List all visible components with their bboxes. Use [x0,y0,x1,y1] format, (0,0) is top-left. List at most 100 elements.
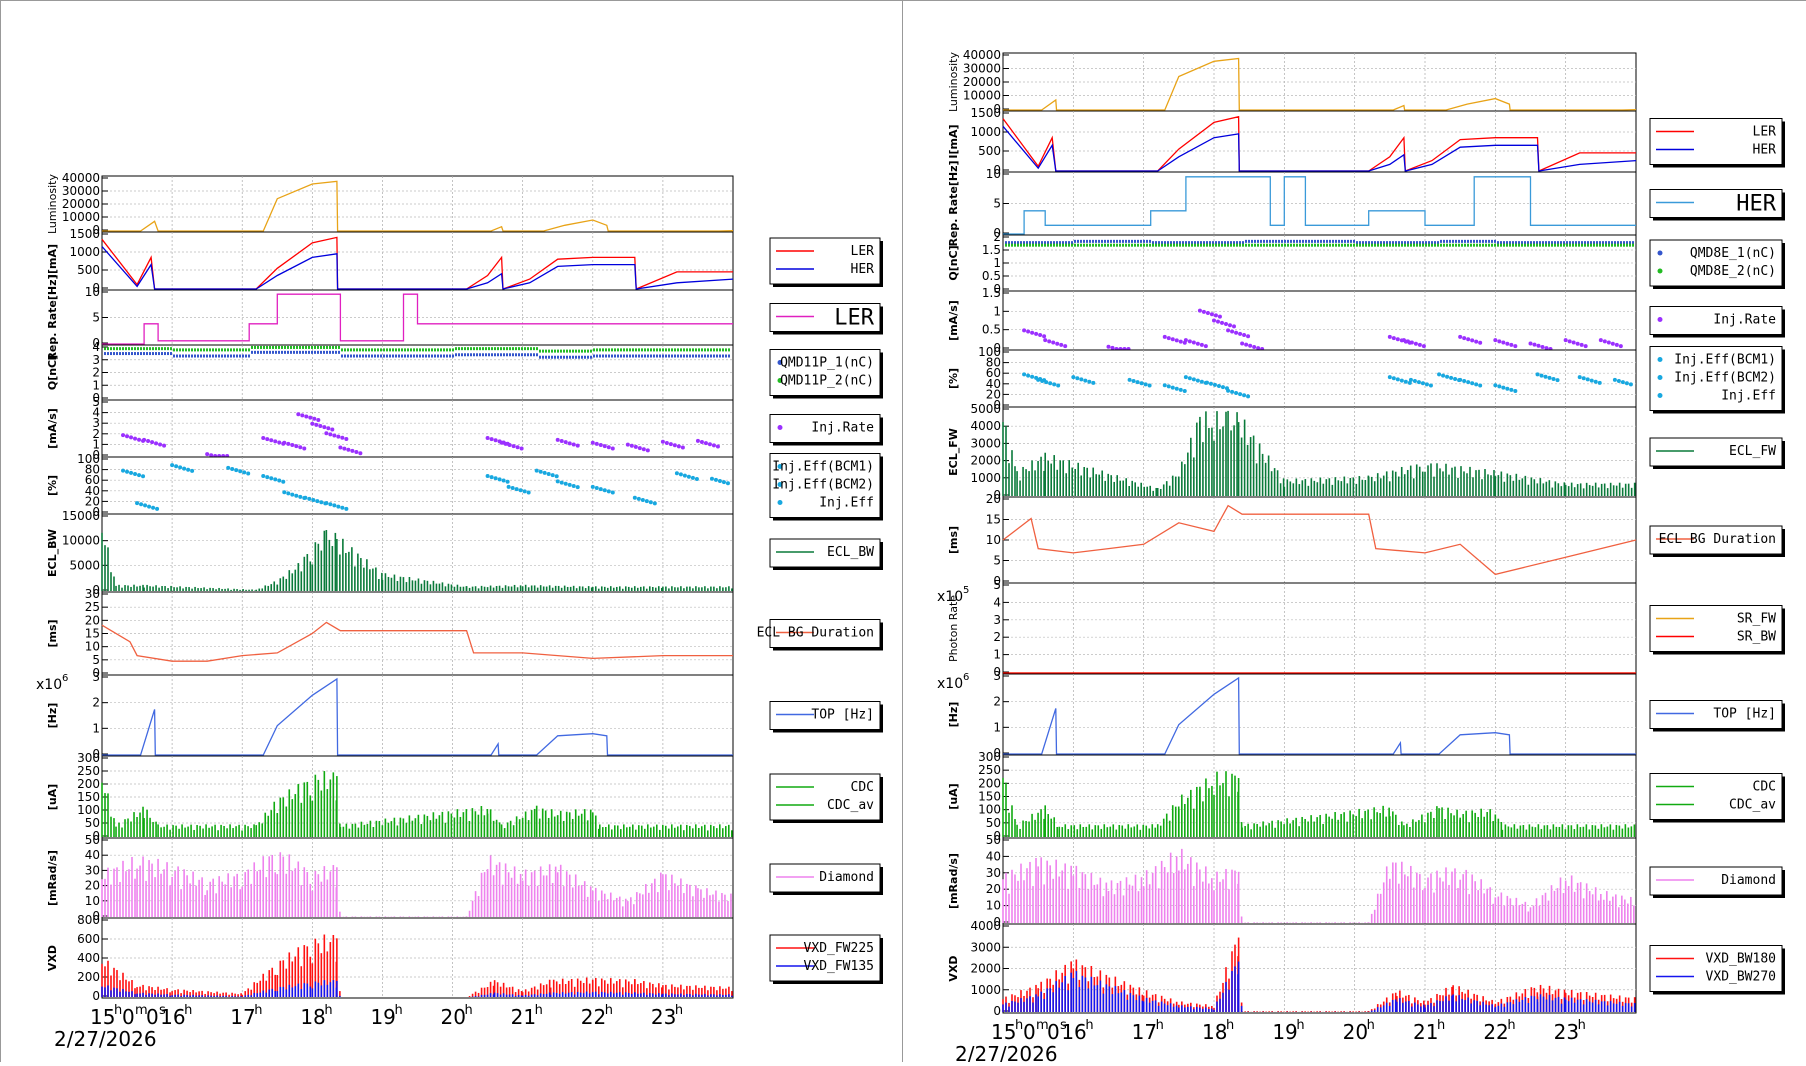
series-qmd11p-1-nc- [674,354,676,358]
series-qmd8e-1-nc- [1302,239,1304,243]
series-qmd11p-1-nc- [392,354,394,358]
series-inj-eff [1162,383,1167,388]
series-qmd8e-2-nc- [1221,243,1223,247]
series-qmd8e-2-nc- [1599,243,1601,247]
y-tick-label: 4000 [970,919,1001,933]
series-qmd8e-1-nc- [1584,241,1586,245]
series-qmd11p-2-nc- [680,348,682,352]
series-inj-eff [1535,372,1540,377]
series-qmd8e-1-nc- [1155,241,1157,245]
series-qmd11p-2-nc- [239,348,241,352]
series-inj-rate [340,435,345,440]
series-inj-eff [1212,382,1217,387]
series-qmd8e-1-nc- [1053,241,1055,245]
series-qmd11p-1-nc- [224,354,226,358]
series-qmd8e-1-nc- [1182,241,1184,245]
series-inj-eff [1131,378,1136,383]
series-qmd8e-2-nc- [1344,243,1346,247]
series-qmd8e-2-nc- [1089,243,1091,247]
series-inj-rate [1183,338,1188,343]
series-inj-rate [1387,334,1392,339]
series-qmd8e-2-nc- [1470,243,1472,247]
series-qmd8e-1-nc- [1026,241,1028,245]
series-qmd8e-2-nc- [1548,243,1550,247]
y-tick-label: 2 [92,366,100,380]
legend-marker [1657,393,1663,398]
series-qmd8e-2-nc- [1023,243,1025,247]
series-inj-rate [150,440,155,445]
series-qmd8e-2-nc- [1215,243,1217,247]
series-qmd8e-2-nc- [1398,243,1400,247]
series-qmd11p-2-nc- [644,348,646,352]
series-qmd8e-2-nc- [1290,243,1292,247]
series-inj-rate [610,446,615,451]
series-inj-rate [209,453,214,458]
series-qmd8e-1-nc- [1545,241,1547,245]
series-inj-eff [281,479,286,484]
series-inj-rate [154,441,159,446]
series-qmd8e-2-nc- [1242,243,1244,247]
series-inj-rate [1571,340,1576,345]
series-inj-eff [155,506,160,511]
series-inj-rate [350,448,355,453]
series-qmd11p-2-nc- [662,348,664,352]
series-qmd11p-1-nc- [509,353,511,357]
series-qmd8e-2-nc- [1590,243,1592,247]
series-qmd8e-2-nc- [1185,243,1187,247]
series-inj-rate [1238,331,1243,336]
series-qmd8e-2-nc- [1539,243,1541,247]
series-qmd8e-2-nc- [1488,243,1490,247]
series-inj-rate [664,440,669,445]
series-inj-eff [1543,374,1548,379]
series-inj-eff [178,465,183,470]
series-inj-eff [555,479,560,484]
legend-box [769,303,881,332]
series-qmd11p-2-nc- [479,347,481,351]
series-qmd8e-2-nc- [1467,243,1469,247]
time-axis-hour-suffix: h [535,1003,543,1018]
series-qmd8e-2-nc- [1191,243,1193,247]
legend-box [769,237,881,285]
series-qmd8e-2-nc- [1350,243,1352,247]
series-qmd11p-2-nc- [554,349,556,353]
series-qmd11p-2-nc- [371,348,373,352]
series-qmd8e-2-nc- [1074,243,1076,247]
series-qmd11p-1-nc- [284,350,286,354]
series-inj-eff [230,466,235,471]
series-qmd8e-1-nc- [1494,239,1496,243]
series-qmd11p-2-nc- [344,348,346,352]
series-qmd8e-2-nc- [1056,243,1058,247]
series-qmd11p-2-nc- [116,347,118,351]
series-inj-eff [234,468,239,473]
series-inj-eff [1178,387,1183,392]
series-qmd11p-2-nc- [476,347,478,351]
series-qmd11p-2-nc- [269,345,271,349]
series-qmd11p-2-nc- [566,349,568,353]
series-qmd8e-2-nc- [1455,243,1457,247]
series-qmd8e-2-nc- [1557,243,1559,247]
series-qmd11p-2-nc- [668,348,670,352]
y-tick-label: 15 [986,513,1001,527]
series-qmd11p-1-nc- [362,354,364,358]
series-inj-eff [489,475,494,480]
series-qmd8e-2-nc- [1227,243,1229,247]
series-qmd11p-1-nc- [413,354,415,358]
series-inj-rate [606,445,611,450]
series-qmd11p-2-nc- [260,345,262,349]
series-qmd11p-1-nc- [365,354,367,358]
series-qmd8e-1-nc- [1200,241,1202,245]
series-qmd11p-2-nc- [656,348,658,352]
series-qmd8e-1-nc- [1503,241,1505,245]
series-inj-rate [1230,329,1235,334]
series-inj-eff [1044,380,1049,385]
y-tick-label: 0 [993,488,1001,502]
series-qmd11p-2-nc- [527,347,529,351]
series-qmd11p-1-nc- [332,350,334,354]
series-qmd8e-2-nc- [1314,243,1316,247]
series-inj-rate [358,451,363,456]
series-qmd8e-1-nc- [1593,241,1595,245]
series-qmd8e-2-nc- [1485,243,1487,247]
series-qmd8e-2-nc- [1146,243,1148,247]
series-qmd11p-1-nc- [383,354,385,358]
